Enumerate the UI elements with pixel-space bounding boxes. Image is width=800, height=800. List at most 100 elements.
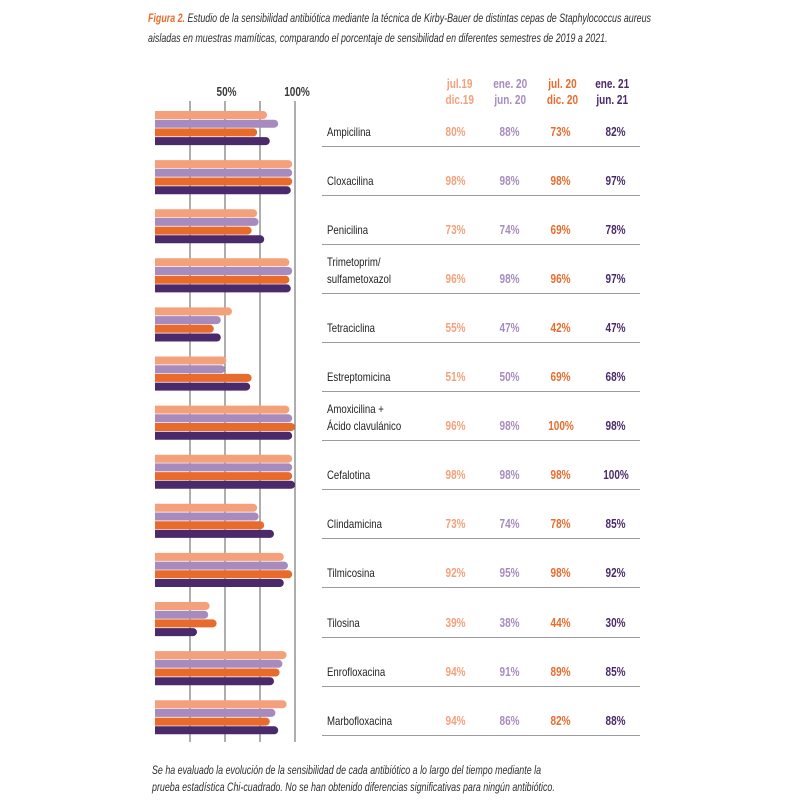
value-label: 50% (482, 369, 538, 386)
bar (155, 463, 293, 472)
value-label: 82% (588, 124, 644, 141)
value-text: 47% (605, 320, 627, 335)
bar (155, 356, 227, 365)
bar-group (155, 454, 295, 489)
series-header: jul.19 dic.19 (430, 76, 490, 108)
bar-group (155, 111, 279, 146)
value-text: 98% (605, 419, 627, 434)
antibiotic-label: Tilosina (327, 615, 360, 630)
antibiotic-label: Ampicilina (327, 124, 371, 139)
table-row: Tetraciclina 55% 47% 42% 47% (322, 294, 640, 343)
table-row: Tilosina 39% 38% 44% 30% (322, 589, 640, 638)
value-label: 98% (533, 173, 589, 190)
value-label: 30% (588, 615, 644, 632)
value-label: 47% (588, 320, 644, 337)
series-header-label: jul. 20 dic. 20 (546, 77, 578, 107)
series-header: ene. 20 jun. 20 (480, 76, 540, 108)
value-label: 96% (428, 271, 484, 288)
value-text: 51% (445, 370, 467, 385)
bar (155, 561, 288, 570)
antibiotic-label: Estreptomicina (327, 370, 391, 385)
bar-group (155, 700, 287, 735)
series-header-label: ene. 20 jun. 20 (493, 77, 527, 107)
value-label: 69% (533, 369, 589, 386)
value-text: 80% (445, 124, 467, 139)
value-label: 74% (482, 222, 538, 239)
value-text: 98% (445, 468, 467, 483)
x-tick-text: 50% (216, 85, 238, 99)
value-text: 50% (499, 370, 521, 385)
bar (155, 717, 270, 726)
bar (155, 619, 217, 628)
value-text: 85% (605, 664, 627, 679)
value-text: 39% (445, 615, 467, 630)
x-tick-text: 100% (284, 85, 310, 99)
bar-group (155, 307, 232, 342)
bar (155, 186, 291, 195)
bar-group (155, 209, 265, 244)
bar (155, 365, 225, 374)
bar (155, 552, 284, 561)
bar (155, 405, 290, 414)
value-label: 73% (428, 222, 484, 239)
antibiotic-label: Clindamicina (327, 517, 382, 532)
antibiotic-label: Enrofloxacina (327, 664, 386, 679)
value-label: 47% (482, 320, 538, 337)
bar (155, 235, 265, 244)
table-row: Cefalotina 98% 98% 98% 100% (322, 441, 640, 491)
bar-group (155, 160, 293, 195)
value-text: 97% (605, 173, 627, 188)
bar (155, 529, 274, 538)
value-text: 95% (499, 566, 521, 581)
value-label: 96% (428, 418, 484, 435)
bar (155, 284, 291, 293)
bar (155, 324, 214, 333)
bar (155, 267, 293, 275)
value-text: 69% (550, 222, 572, 237)
value-label: 39% (428, 615, 484, 632)
value-text: 73% (445, 222, 467, 237)
bar (155, 454, 293, 463)
bar (155, 209, 258, 218)
bar (155, 382, 251, 391)
bar (155, 414, 293, 423)
value-text: 38% (499, 615, 521, 630)
value-label: 74% (482, 516, 538, 533)
value-text: 89% (550, 664, 572, 679)
antibiotic-label: Cefalotina (327, 468, 371, 483)
value-label: 38% (482, 615, 538, 632)
bar (155, 700, 287, 709)
bar (155, 160, 293, 169)
bar (155, 602, 210, 610)
value-label: 94% (428, 713, 484, 730)
value-label: 89% (533, 664, 589, 681)
value-label: 96% (533, 271, 589, 288)
value-label: 94% (428, 664, 484, 681)
value-text: 98% (445, 173, 467, 188)
bar (155, 307, 232, 316)
table-row: Clindamicina 73% 74% 78% 85% (322, 490, 640, 540)
antibiotic-label: Tilmicosina (327, 566, 375, 581)
value-text: 96% (550, 271, 572, 286)
value-text: 47% (499, 320, 521, 335)
antibiotic-label: Marbofloxacina (327, 713, 393, 728)
value-label: 55% (428, 320, 484, 337)
bar (155, 480, 295, 489)
bar-group (155, 602, 217, 637)
bar (155, 431, 293, 440)
bar (155, 137, 270, 146)
series-header: ene. 21 jun. 21 (582, 76, 642, 108)
bar-group (155, 405, 295, 440)
value-text: 100% (548, 419, 574, 434)
bar (155, 512, 259, 521)
value-text: 92% (605, 566, 627, 581)
antibiotic-label: Amoxicilina + Ácido clavulánico (327, 402, 402, 434)
value-label: 85% (588, 516, 644, 533)
value-label: 100% (588, 467, 644, 484)
value-text: 91% (499, 664, 521, 679)
value-text: 55% (445, 320, 467, 335)
value-text: 30% (605, 615, 627, 630)
value-text: 94% (445, 664, 467, 679)
antibiotic-label: Penicilina (327, 222, 369, 237)
bar (155, 651, 287, 660)
